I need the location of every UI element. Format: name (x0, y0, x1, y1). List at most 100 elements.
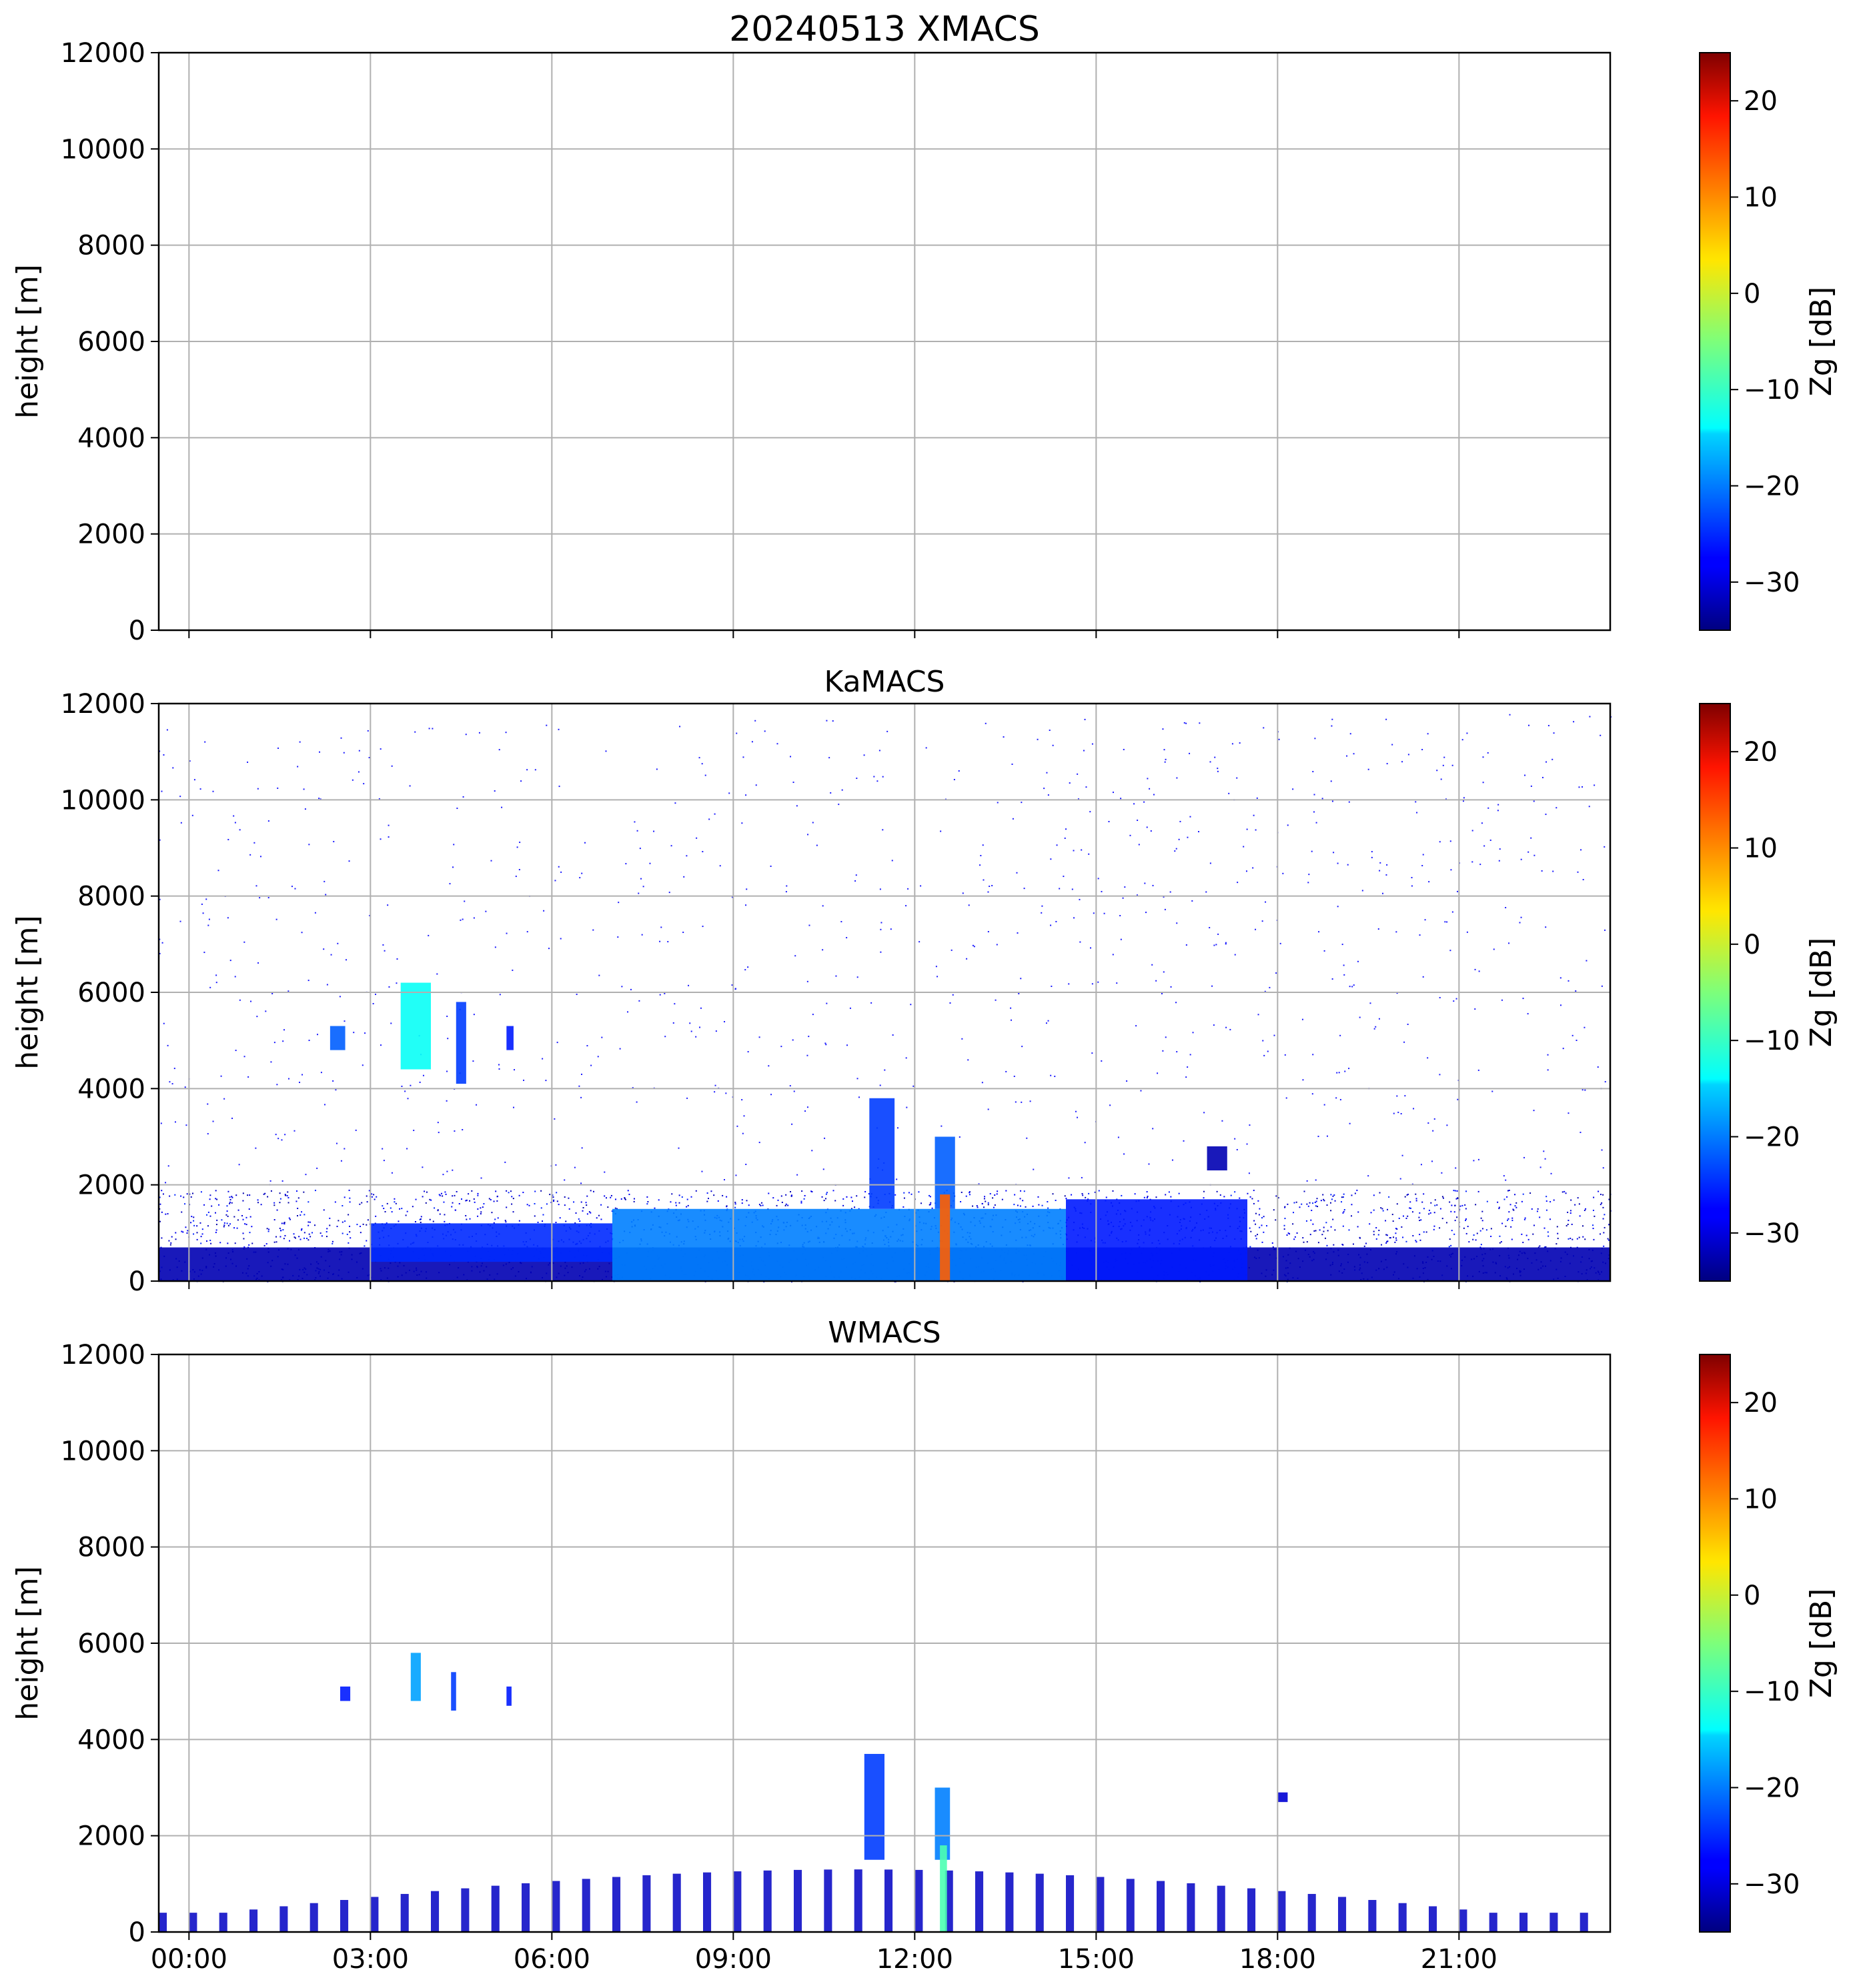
y-tick-label: 12000 (61, 1340, 145, 1370)
noise-speck (1420, 1164, 1422, 1166)
x-tick-label: 06:00 (514, 1944, 590, 1975)
noise-speck (1021, 1046, 1023, 1048)
boundary-speck (311, 1232, 313, 1234)
echo-column (1398, 1903, 1407, 1932)
boundary-speck (233, 1216, 235, 1218)
boundary-speck (1037, 1196, 1039, 1198)
boundary-speck (314, 1190, 316, 1192)
noise-speck (689, 1022, 691, 1024)
noise-speck (982, 844, 984, 846)
noise-speck (275, 1134, 277, 1136)
boundary-speck (1292, 1223, 1294, 1225)
boundary-speck (209, 1215, 211, 1217)
boundary-speck (1592, 1209, 1594, 1211)
boundary-speck (1568, 1238, 1570, 1240)
echo-column (1550, 1913, 1558, 1932)
boundary-speck (1315, 1230, 1317, 1232)
noise-speck (1133, 803, 1135, 805)
noise-speck (1604, 1081, 1606, 1083)
boundary-speck (1343, 1209, 1345, 1211)
boundary-speck (1405, 1240, 1407, 1242)
noise-speck (1348, 801, 1350, 803)
y-tick-label: 2000 (77, 520, 145, 550)
boundary-speck (1582, 1236, 1584, 1238)
boundary-speck (181, 1211, 183, 1213)
boundary-speck (1594, 1215, 1596, 1217)
boundary-speck (1307, 1205, 1309, 1207)
boundary-speck (1485, 1229, 1487, 1231)
boundary-speck (346, 1233, 348, 1235)
noise-speck (369, 914, 371, 916)
noise-speck (249, 854, 251, 856)
noise-speck (1199, 722, 1201, 724)
noise-speck (1477, 1158, 1479, 1160)
noise-speck (231, 1117, 233, 1119)
noise-speck (1165, 1036, 1167, 1038)
noise-speck (996, 944, 998, 946)
noise-speck (1577, 871, 1579, 873)
panel-title: 20240513 XMACS (729, 9, 1040, 49)
boundary-speck (371, 1196, 373, 1198)
noise-speck (390, 1022, 392, 1024)
boundary-speck (994, 1204, 996, 1206)
noise-speck (1493, 948, 1495, 950)
boundary-speck (215, 1224, 217, 1226)
noise-speck (259, 856, 261, 858)
boundary-speck (1155, 1196, 1157, 1198)
boundary-speck (741, 1199, 743, 1201)
noise-speck (1520, 916, 1522, 918)
boundary-speck (1477, 1190, 1479, 1192)
boundary-speck (534, 1215, 536, 1217)
boundary-speck (506, 1206, 508, 1208)
colorbar-tick-label: −10 (1744, 1026, 1800, 1056)
boundary-speck (283, 1238, 285, 1240)
boundary-speck (1600, 1204, 1602, 1206)
noise-speck (621, 986, 623, 988)
noise-speck (558, 728, 560, 730)
boundary-speck (1604, 1214, 1606, 1216)
boundary-speck (298, 1236, 300, 1238)
boundary-speck (480, 1207, 482, 1209)
noise-speck (744, 969, 746, 971)
boundary-speck (206, 1214, 208, 1216)
noise-speck (925, 747, 927, 749)
boundary-speck (588, 1211, 590, 1213)
noise-speck (267, 820, 269, 822)
boundary-speck (251, 1226, 253, 1228)
boundary-speck (522, 1192, 524, 1194)
noise-speck (564, 1179, 566, 1181)
noise-speck (580, 1182, 582, 1184)
boundary-speck (454, 1194, 456, 1196)
boundary-speck (1253, 1190, 1255, 1192)
boundary-speck (586, 1195, 588, 1197)
boundary-speck (321, 1235, 323, 1237)
boundary-speck (537, 1221, 539, 1223)
noise-speck (367, 730, 369, 732)
noise-speck (878, 750, 880, 752)
boundary-speck (267, 1196, 269, 1198)
echo-column (1187, 1883, 1195, 1932)
boundary-speck (1022, 1200, 1024, 1202)
boundary-speck (263, 1193, 265, 1195)
boundary-speck (1584, 1238, 1586, 1240)
noise-speck (1301, 1018, 1303, 1020)
noise-speck (792, 782, 794, 784)
echo-layer (159, 714, 1612, 1282)
noise-speck (382, 1148, 384, 1150)
boundary-speck (1223, 1196, 1225, 1198)
boundary-speck (969, 1194, 971, 1196)
noise-speck (1453, 1000, 1455, 1002)
boundary-speck (1481, 1228, 1483, 1230)
boundary-speck (1564, 1190, 1566, 1192)
echo-patch (506, 1026, 514, 1050)
boundary-speck (169, 1195, 171, 1197)
noise-speck (1079, 898, 1081, 900)
noise-speck (217, 870, 219, 872)
boundary-speck (1409, 1207, 1411, 1209)
noise-speck (1431, 1160, 1433, 1162)
boundary-speck (425, 1202, 427, 1204)
echo-patch (370, 1223, 612, 1262)
noise-speck (1231, 743, 1233, 745)
echo-column (884, 1869, 893, 1932)
noise-speck (1530, 837, 1532, 839)
